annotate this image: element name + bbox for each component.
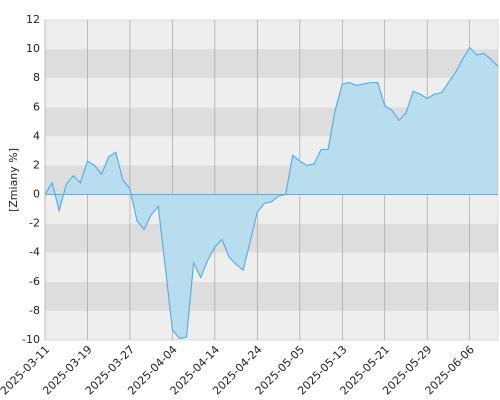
y-tick-label: 0 <box>33 188 40 201</box>
line <box>44 46 499 340</box>
y-tick-label: 8 <box>33 71 40 84</box>
y-tick-label: -10 <box>22 333 40 346</box>
y-tick-label: -8 <box>29 304 40 317</box>
y-tick-label: 6 <box>33 100 40 113</box>
plot-frame <box>44 19 499 341</box>
band <box>45 252 498 282</box>
y-tick-label: 10 <box>26 42 40 55</box>
y-tick-label: 2 <box>33 158 40 171</box>
y-tick-label: -6 <box>29 275 40 288</box>
y-tick-label: -2 <box>29 217 40 230</box>
y-tick-label: 4 <box>33 129 40 142</box>
band <box>45 223 498 253</box>
y-tick-label: 12 <box>26 13 40 26</box>
y-axis-label: [Zmiany %] <box>7 148 20 212</box>
band <box>45 281 498 311</box>
band <box>45 49 498 79</box>
area-fill <box>45 47 498 339</box>
band <box>45 310 498 340</box>
y-tick-label: -4 <box>29 246 40 259</box>
band <box>45 20 498 50</box>
